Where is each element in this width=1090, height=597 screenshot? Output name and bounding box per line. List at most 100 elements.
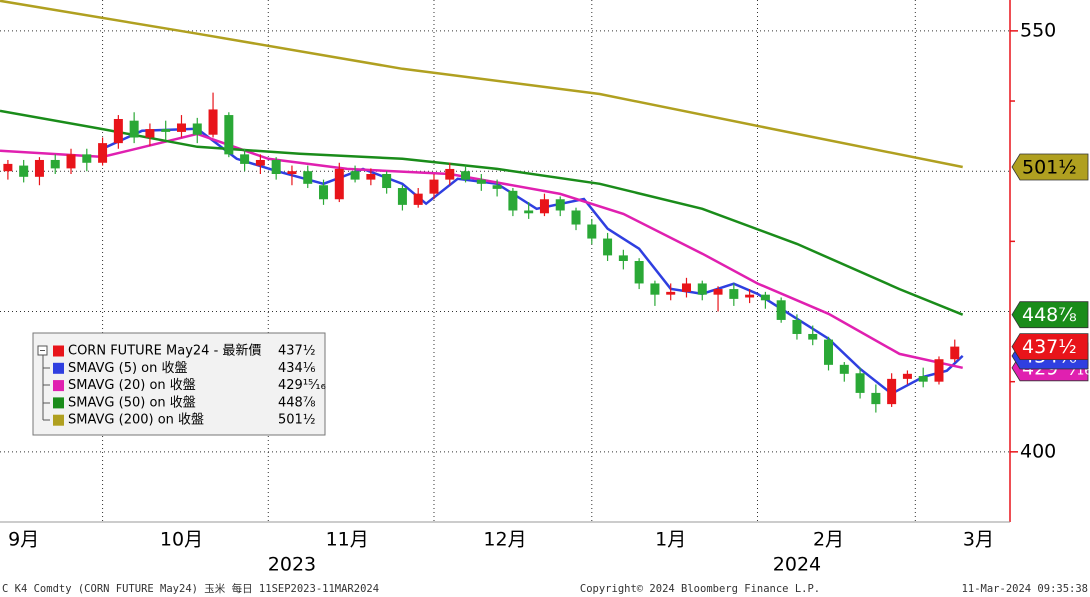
footer-left: C K4 Comdty (CORN FUTURE May24) 玉米 每日 11… xyxy=(2,582,379,595)
legend-swatch xyxy=(53,414,64,426)
legend-label: SMAVG (20) on 收盤 xyxy=(68,378,196,393)
legend-value: 501½ xyxy=(278,413,315,428)
candle-body xyxy=(839,364,849,374)
legend-swatch xyxy=(53,345,64,357)
price-tag xyxy=(1011,153,1089,181)
candle-body xyxy=(760,294,770,301)
legend-value: 434⅙ xyxy=(278,361,316,376)
candle-body xyxy=(934,359,944,382)
x-tick-label: 11月 xyxy=(326,529,369,551)
y-tick-label: 400 xyxy=(1020,440,1056,462)
candle-body xyxy=(697,283,707,295)
candle-body xyxy=(19,165,29,177)
legend: CORN FUTURE May24 - 最新價 437½ SMAVG (5) on … xyxy=(32,332,326,436)
candle-body xyxy=(34,159,44,177)
candle-body xyxy=(824,339,834,365)
price-tag-label: 501½ xyxy=(1022,156,1077,178)
candle-body xyxy=(555,199,565,211)
year-label: 2024 xyxy=(773,554,821,576)
candle-body xyxy=(82,154,92,163)
x-tick-label: 2月 xyxy=(813,529,844,551)
candle-body xyxy=(524,210,534,214)
candle-body xyxy=(713,289,723,295)
x-tick-label: 1月 xyxy=(655,529,686,551)
candle-body xyxy=(792,319,802,334)
candle-body xyxy=(461,171,471,180)
legend-value: 437½ xyxy=(278,344,315,359)
legend-swatch xyxy=(53,397,64,409)
candles xyxy=(3,92,960,413)
candle-body xyxy=(271,159,281,174)
candle-body xyxy=(587,224,597,239)
candle-body xyxy=(397,188,407,205)
x-tick-label: 3月 xyxy=(963,529,994,551)
sma-line xyxy=(102,127,964,396)
candle-body xyxy=(918,376,928,382)
candle-body xyxy=(429,179,439,194)
candle-body xyxy=(161,129,171,132)
candle-body xyxy=(319,185,329,200)
candle-body xyxy=(476,179,486,184)
axes: 400 550 9月 10月 11月 12月 1月 2月 3月 2023 2024 xyxy=(0,0,1056,576)
candle-body xyxy=(571,210,581,225)
candle-body xyxy=(618,255,628,261)
candle-body xyxy=(208,109,218,135)
legend-value: 429¹⁵⁄₁₆ xyxy=(278,378,326,393)
candle-body xyxy=(303,171,313,184)
price-tag xyxy=(1011,333,1089,360)
legend-label: SMAVG (5) on 收盤 xyxy=(68,361,188,376)
price-tag xyxy=(1011,301,1089,329)
legend-swatch xyxy=(53,380,64,392)
candle-body xyxy=(508,190,518,211)
x-tick-label: 12月 xyxy=(483,529,526,551)
candle-body xyxy=(192,123,202,135)
candle-body xyxy=(539,199,549,214)
x-tick-label: 10月 xyxy=(160,529,203,551)
price-tag-label: 448⅞ xyxy=(1022,304,1077,326)
candle-body xyxy=(855,373,865,393)
candle-body xyxy=(334,168,344,200)
candle-body xyxy=(492,185,502,189)
candle-body xyxy=(66,154,76,169)
candle-body xyxy=(603,238,613,256)
footer-center: Copyright© 2024 Bloomberg Finance L.P. xyxy=(580,583,820,595)
price-tag-label: 437½ xyxy=(1022,336,1077,358)
candle-body xyxy=(950,346,960,360)
candle-body xyxy=(224,115,234,155)
candle-body xyxy=(902,373,912,379)
candle-body xyxy=(129,120,139,138)
candle-body xyxy=(666,291,676,295)
candle-body xyxy=(413,193,423,205)
candle-body xyxy=(3,163,13,172)
candle-body xyxy=(113,118,123,144)
candle-body xyxy=(871,392,881,405)
candle-body xyxy=(650,283,660,295)
candle-body xyxy=(350,171,360,180)
x-tick-label: 9月 xyxy=(8,529,39,551)
candle-body xyxy=(176,123,186,132)
sma-line xyxy=(0,109,964,316)
candle-body xyxy=(287,171,297,174)
candle-body xyxy=(255,159,265,166)
candle-body xyxy=(98,143,108,163)
legend-swatch xyxy=(53,362,64,374)
candle-body xyxy=(366,174,376,180)
candle-body xyxy=(729,289,739,299)
candle-body xyxy=(240,154,250,164)
candle-body xyxy=(808,333,818,340)
candle-body xyxy=(145,129,155,138)
legend-label: SMAVG (50) on 收盤 xyxy=(68,395,196,410)
candle-body xyxy=(50,159,60,169)
candle-body xyxy=(445,168,455,180)
year-label: 2023 xyxy=(268,554,316,576)
candle-body xyxy=(681,283,691,292)
candle-body xyxy=(634,261,644,284)
y-tick-label: 550 xyxy=(1020,19,1056,41)
legend-label: SMAVG (200) on 收盤 xyxy=(68,413,204,428)
legend-label: CORN FUTURE May24 - 最新價 xyxy=(68,343,261,359)
sma-line xyxy=(0,0,963,169)
candle-body xyxy=(887,378,897,405)
candle-body xyxy=(745,294,755,298)
